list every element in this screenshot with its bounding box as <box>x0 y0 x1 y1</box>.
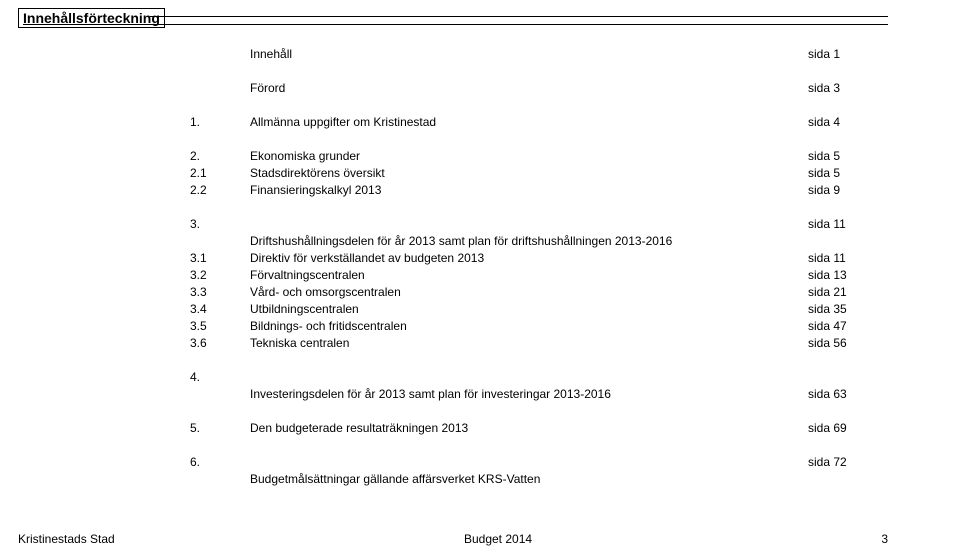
toc-page: sida 63 <box>808 386 888 403</box>
toc-label: Förord <box>250 80 285 97</box>
toc-num: 1. <box>190 114 250 131</box>
toc-page: sida 69 <box>808 420 888 437</box>
page-footer: Kristinestads Stad Budget 2014 3 <box>18 532 888 546</box>
toc-label: Stadsdirektörens översikt <box>250 165 385 182</box>
toc-num: 3.4 <box>190 301 250 318</box>
rule-line-top <box>150 16 888 17</box>
toc-page: sida 11 <box>808 216 888 233</box>
toc-num: 3.2 <box>190 267 250 284</box>
toc-page <box>808 233 888 250</box>
toc-row: 6. sida 72 <box>190 454 888 471</box>
toc-page: sida 4 <box>808 114 888 131</box>
toc-num: 3.3 <box>190 284 250 301</box>
toc-label: Direktiv för verkställandet av budgeten … <box>250 250 484 267</box>
footer-right: 3 <box>881 532 888 546</box>
toc-num <box>190 80 250 97</box>
toc-page: sida 1 <box>808 46 888 63</box>
toc-row: 3.3 Vård- och omsorgscentralen sida 21 <box>190 284 888 301</box>
toc-label: Driftshushållningsdelen för år 2013 samt… <box>250 233 672 250</box>
toc-num: 2.2 <box>190 182 250 199</box>
toc-page: sida 5 <box>808 165 888 182</box>
toc-label: Innehåll <box>250 46 292 63</box>
toc-page: sida 47 <box>808 318 888 335</box>
toc-page: sida 3 <box>808 80 888 97</box>
toc-page <box>808 369 888 386</box>
toc-num <box>190 233 250 250</box>
toc-label: Allmänna uppgifter om Kristinestad <box>250 114 436 131</box>
toc-content: Innehåll sida 1 Förord sida 3 1. Allmänn… <box>190 46 888 488</box>
footer-left: Kristinestads Stad <box>18 532 115 546</box>
toc-num: 6. <box>190 454 250 471</box>
toc-label: Finansieringskalkyl 2013 <box>250 182 381 199</box>
toc-num: 3.6 <box>190 335 250 352</box>
toc-page: sida 9 <box>808 182 888 199</box>
footer-center: Budget 2014 <box>464 532 532 546</box>
toc-num: 5. <box>190 420 250 437</box>
rule-line-bottom <box>150 24 888 25</box>
toc-num <box>190 46 250 63</box>
toc-label: Förvaltningscentralen <box>250 267 365 284</box>
toc-row: Driftshushållningsdelen för år 2013 samt… <box>190 233 888 250</box>
toc-row: 3.2 Förvaltningscentralen sida 13 <box>190 267 888 284</box>
toc-row: 3. sida 11 <box>190 216 888 233</box>
toc-page: sida 72 <box>808 454 888 471</box>
toc-row: 2. Ekonomiska grunder sida 5 <box>190 148 888 165</box>
toc-page: sida 11 <box>808 250 888 267</box>
toc-label: Utbildningscentralen <box>250 301 359 318</box>
toc-row: Innehåll sida 1 <box>190 46 888 63</box>
toc-row: 2.1 Stadsdirektörens översikt sida 5 <box>190 165 888 182</box>
toc-label: Bildnings- och fritidscentralen <box>250 318 407 335</box>
page-title: Innehållsförteckning <box>18 8 165 28</box>
toc-label: Ekonomiska grunder <box>250 148 360 165</box>
toc-num: 2. <box>190 148 250 165</box>
toc-page <box>808 471 888 488</box>
toc-label: Investeringsdelen för år 2013 samt plan … <box>250 386 611 403</box>
toc-page: sida 56 <box>808 335 888 352</box>
toc-row: 3.5 Bildnings- och fritidscentralen sida… <box>190 318 888 335</box>
toc-num <box>190 471 250 488</box>
toc-label: Den budgeterade resultaträkningen 2013 <box>250 420 468 437</box>
toc-row: 3.1 Direktiv för verkställandet av budge… <box>190 250 888 267</box>
toc-page: sida 13 <box>808 267 888 284</box>
toc-row: 3.4 Utbildningscentralen sida 35 <box>190 301 888 318</box>
toc-num: 4. <box>190 369 250 386</box>
toc-row: Förord sida 3 <box>190 80 888 97</box>
toc-num: 2.1 <box>190 165 250 182</box>
toc-row: 5. Den budgeterade resultaträkningen 201… <box>190 420 888 437</box>
toc-page: sida 35 <box>808 301 888 318</box>
toc-row: 4. <box>190 369 888 386</box>
toc-num: 3.1 <box>190 250 250 267</box>
toc-row: Budgetmålsättningar gällande affärsverke… <box>190 471 888 488</box>
toc-row: 3.6 Tekniska centralen sida 56 <box>190 335 888 352</box>
toc-num: 3.5 <box>190 318 250 335</box>
toc-num <box>190 386 250 403</box>
toc-label: Budgetmålsättningar gällande affärsverke… <box>250 471 540 488</box>
toc-row: 2.2 Finansieringskalkyl 2013 sida 9 <box>190 182 888 199</box>
toc-row: Investeringsdelen för år 2013 samt plan … <box>190 386 888 403</box>
toc-label: Tekniska centralen <box>250 335 349 352</box>
toc-label: Vård- och omsorgscentralen <box>250 284 401 301</box>
document-page: Innehållsförteckning Innehåll sida 1 För… <box>0 0 960 552</box>
toc-row: 1. Allmänna uppgifter om Kristinestad si… <box>190 114 888 131</box>
toc-page: sida 21 <box>808 284 888 301</box>
toc-page: sida 5 <box>808 148 888 165</box>
toc-num: 3. <box>190 216 250 233</box>
